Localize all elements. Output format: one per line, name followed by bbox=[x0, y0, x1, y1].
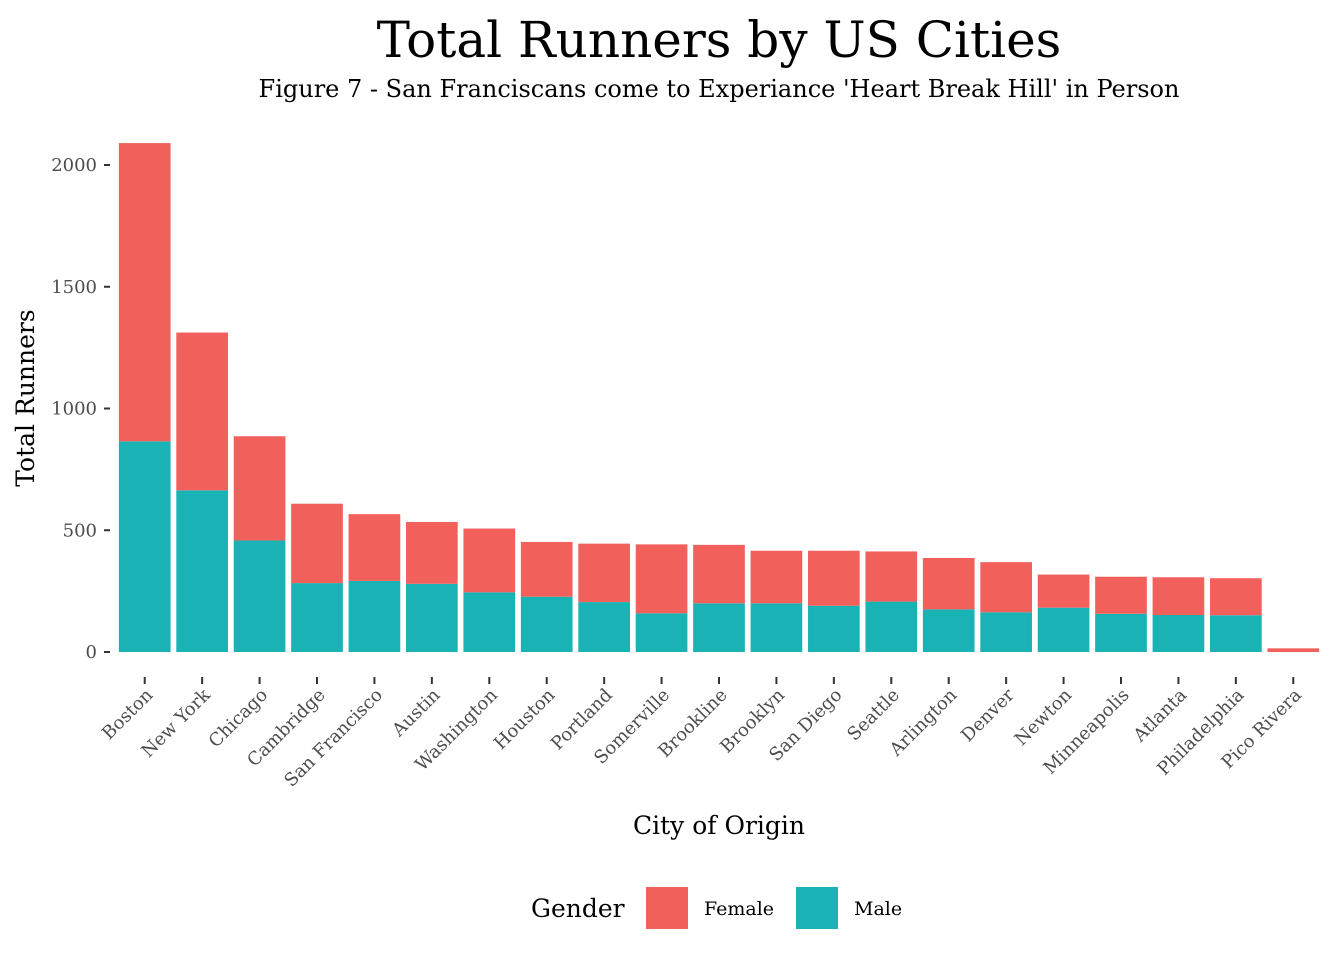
y-tick-label: 1500 bbox=[51, 277, 97, 298]
bar-female-boston bbox=[118, 143, 171, 442]
bar-male-cambridge bbox=[291, 583, 343, 652]
legend-label-male: Male bbox=[854, 898, 902, 920]
bar-male-houston bbox=[520, 596, 573, 652]
bar-male-somerville bbox=[635, 613, 688, 652]
x-tick-label: Austin bbox=[388, 684, 445, 741]
bar-female-cambridge bbox=[291, 503, 343, 584]
bar-female-washington bbox=[463, 528, 516, 593]
bar-female-austin bbox=[406, 521, 458, 584]
y-tick-label: 2000 bbox=[51, 155, 97, 176]
bar-male-denver bbox=[980, 612, 1032, 652]
bar-male-austin bbox=[406, 583, 458, 652]
bar-female-portland bbox=[578, 543, 630, 603]
y-tick-label: 0 bbox=[86, 642, 97, 663]
bar-female-pico-rivera bbox=[1267, 648, 1320, 652]
bar-male-chicago bbox=[233, 540, 286, 652]
x-tick-label: Denver bbox=[957, 684, 1019, 746]
bar-female-san-francisco bbox=[348, 514, 401, 581]
bar-male-arlington bbox=[922, 609, 975, 652]
y-axis-title: Total Runners bbox=[11, 309, 40, 486]
bar-female-newton bbox=[1037, 574, 1090, 608]
bar-female-seattle bbox=[865, 551, 918, 602]
bar-female-atlanta bbox=[1152, 577, 1205, 615]
bar-female-new-york bbox=[176, 332, 228, 491]
y-axis: 0 500 1000 1500 2000 bbox=[51, 155, 110, 663]
bar-male-minneapolis bbox=[1095, 613, 1147, 652]
legend-key-male bbox=[796, 887, 838, 929]
bar-female-brooklyn bbox=[750, 550, 803, 604]
bar-male-seattle bbox=[865, 601, 918, 652]
bar-female-chicago bbox=[233, 436, 286, 541]
bar-male-new-york bbox=[176, 490, 228, 652]
bar-female-arlington bbox=[922, 558, 975, 610]
bar-male-newton bbox=[1037, 607, 1090, 652]
legend: Gender Female Male bbox=[531, 887, 902, 929]
bars bbox=[118, 143, 1320, 652]
x-tick-label: Houston bbox=[490, 684, 560, 754]
bar-male-washington bbox=[463, 592, 516, 652]
bar-female-philadelphia bbox=[1210, 578, 1262, 616]
bar-male-boston bbox=[118, 441, 171, 652]
legend-title: Gender bbox=[531, 894, 625, 923]
x-tick-label: San Francisco bbox=[280, 685, 387, 792]
bar-female-houston bbox=[520, 541, 573, 597]
bar-male-portland bbox=[578, 602, 630, 652]
legend-key-female bbox=[646, 887, 688, 929]
bar-male-brooklyn bbox=[750, 603, 803, 652]
bar-female-minneapolis bbox=[1095, 576, 1147, 614]
legend-label-female: Female bbox=[704, 898, 774, 920]
bar-female-denver bbox=[980, 562, 1032, 613]
bar-female-san-diego bbox=[808, 550, 860, 606]
bar-male-san-diego bbox=[808, 605, 860, 652]
chart-subtitle: Figure 7 - San Franciscans come to Exper… bbox=[259, 75, 1180, 103]
bar-male-san-francisco bbox=[348, 580, 401, 652]
bar-male-philadelphia bbox=[1210, 615, 1262, 652]
bar-male-atlanta bbox=[1152, 614, 1205, 652]
bar-male-brookline bbox=[693, 603, 745, 652]
bar-female-brookline bbox=[693, 544, 745, 604]
bar-female-somerville bbox=[635, 544, 688, 614]
x-axis-title: City of Origin bbox=[633, 811, 805, 840]
y-tick-label: 1000 bbox=[51, 399, 97, 420]
y-tick-label: 500 bbox=[63, 520, 97, 541]
chart-title: Total Runners by US Cities bbox=[377, 11, 1062, 69]
